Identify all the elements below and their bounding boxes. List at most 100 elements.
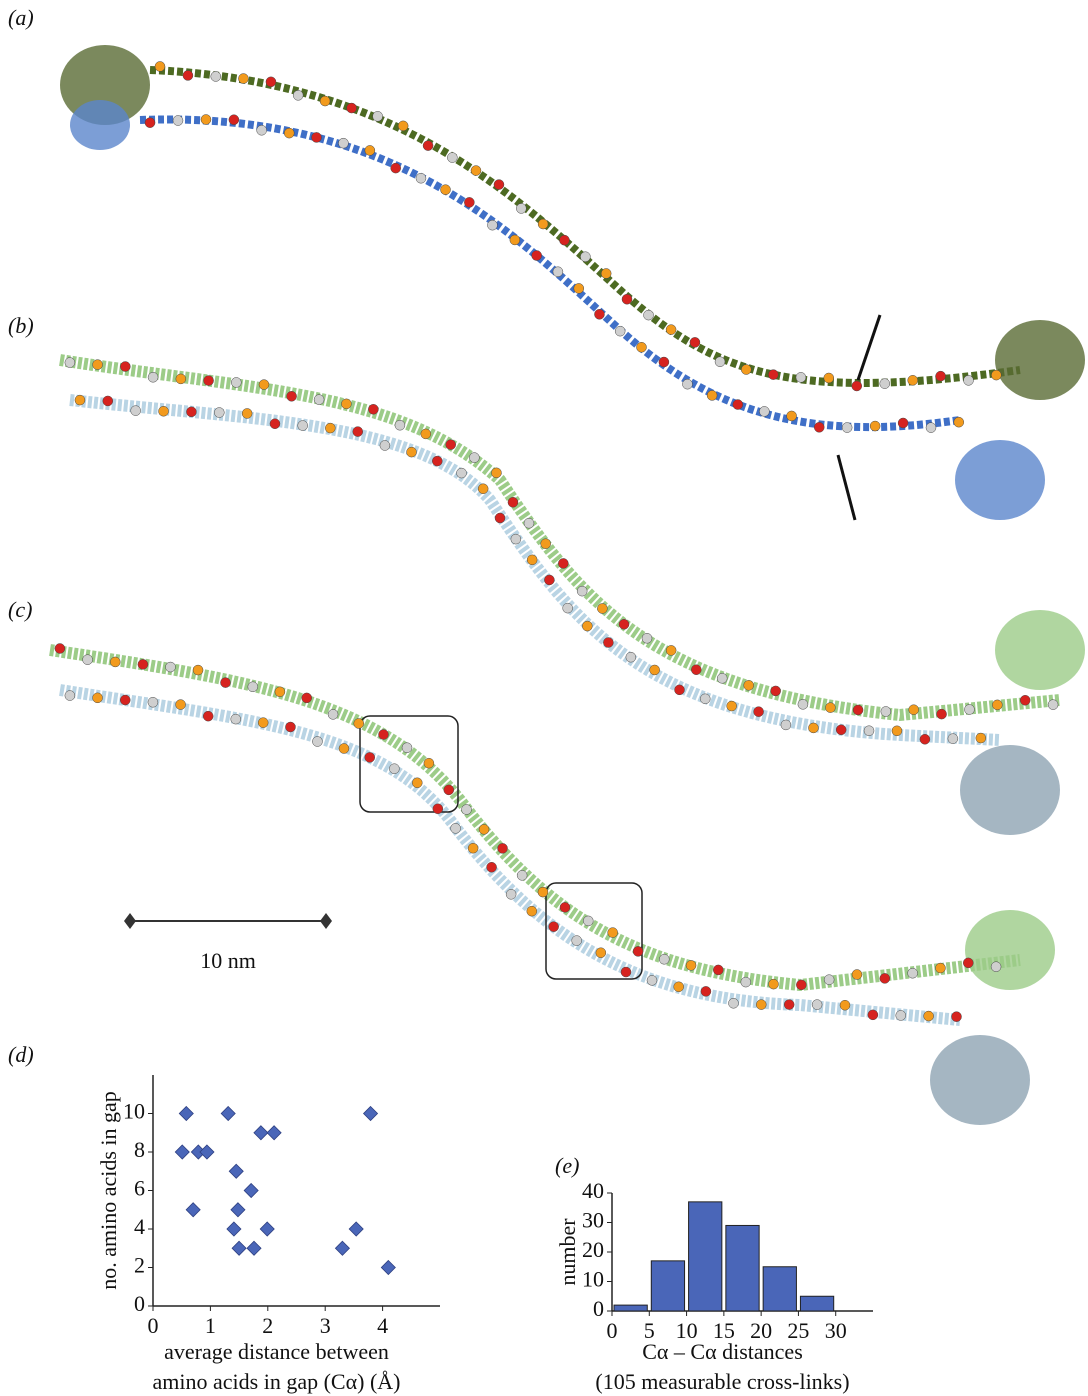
residue <box>220 677 231 688</box>
residue <box>923 1010 934 1022</box>
residue <box>228 114 240 125</box>
residue <box>603 637 614 648</box>
x-tick-label: 15 <box>713 1318 735 1343</box>
residue <box>753 706 764 717</box>
residue <box>540 538 551 549</box>
residue <box>559 234 570 246</box>
residue <box>925 422 937 433</box>
residue <box>464 197 475 208</box>
residue <box>786 410 797 422</box>
residue <box>636 342 647 353</box>
residue <box>562 602 573 614</box>
residue <box>144 117 156 128</box>
chain <box>69 394 1001 746</box>
residue <box>319 95 331 107</box>
residue <box>192 664 204 676</box>
residue <box>64 690 76 701</box>
residue <box>203 375 214 386</box>
residue <box>823 372 835 384</box>
y-tick-label: 30 <box>582 1208 604 1233</box>
residue <box>1019 695 1031 706</box>
residue <box>401 742 413 753</box>
residue <box>445 439 456 450</box>
residue <box>241 408 253 419</box>
residue <box>285 721 296 733</box>
scale-bar-label: 10 nm <box>200 948 256 973</box>
residue <box>691 664 702 675</box>
residue <box>795 372 807 383</box>
residue <box>175 699 186 710</box>
residue <box>313 394 325 405</box>
residue <box>641 633 653 644</box>
residue <box>618 619 630 630</box>
residue <box>74 394 86 406</box>
point <box>253 1125 269 1141</box>
residue <box>130 405 141 416</box>
residue <box>82 654 93 665</box>
residue <box>353 718 364 729</box>
residue <box>230 713 242 725</box>
point <box>228 1163 244 1179</box>
x-axis-label: amino acids in gap (Cα) (Å) <box>153 1369 401 1394</box>
residue <box>493 179 505 190</box>
residue <box>1047 699 1059 710</box>
residue <box>109 656 121 668</box>
point <box>178 1105 194 1122</box>
y-tick-label: 10 <box>582 1267 604 1292</box>
residue <box>443 784 455 796</box>
residue <box>897 417 909 429</box>
point <box>174 1144 190 1160</box>
residue <box>674 684 685 696</box>
x-tick-label: 10 <box>676 1318 698 1343</box>
domain <box>965 910 1055 990</box>
residue <box>202 710 214 722</box>
x-tick-label: 4 <box>377 1313 388 1338</box>
residue <box>394 419 406 431</box>
residue <box>415 172 427 184</box>
residue <box>548 921 559 932</box>
arrow <box>836 454 857 521</box>
point <box>380 1259 396 1276</box>
residue <box>256 124 267 136</box>
residue <box>510 533 522 545</box>
residue <box>685 960 697 971</box>
residue <box>740 976 752 988</box>
residue <box>580 251 591 262</box>
residue <box>825 702 836 713</box>
residue <box>963 375 974 386</box>
residue <box>558 558 569 569</box>
residue <box>571 935 582 946</box>
residue <box>372 111 383 122</box>
point <box>231 1240 247 1256</box>
residue <box>841 422 853 433</box>
residue <box>835 724 847 736</box>
residue <box>646 975 658 986</box>
residue <box>516 870 528 881</box>
residue <box>714 356 726 367</box>
panel-label: (b) <box>8 313 34 338</box>
y-axis-label: no. amino acids in gap <box>96 1091 121 1290</box>
residue <box>214 407 225 418</box>
y-tick-label: 2 <box>134 1253 145 1278</box>
residue <box>625 651 637 663</box>
residue <box>891 725 903 737</box>
domain <box>995 320 1085 400</box>
residue <box>531 250 542 261</box>
residue <box>537 218 549 230</box>
domain <box>995 610 1085 690</box>
residue <box>172 115 184 126</box>
residue <box>389 763 400 774</box>
residue <box>936 708 947 720</box>
bar <box>725 1224 760 1312</box>
residue <box>797 699 809 710</box>
chain <box>59 684 961 1026</box>
residue <box>137 659 149 670</box>
residue <box>283 127 295 139</box>
residue <box>768 978 779 990</box>
residue <box>523 517 535 529</box>
residue <box>497 843 508 854</box>
y-tick-label: 6 <box>134 1176 145 1201</box>
x-axis-label: Cα – Cα distances <box>642 1339 803 1364</box>
residue <box>432 803 444 815</box>
residue <box>951 1011 962 1022</box>
